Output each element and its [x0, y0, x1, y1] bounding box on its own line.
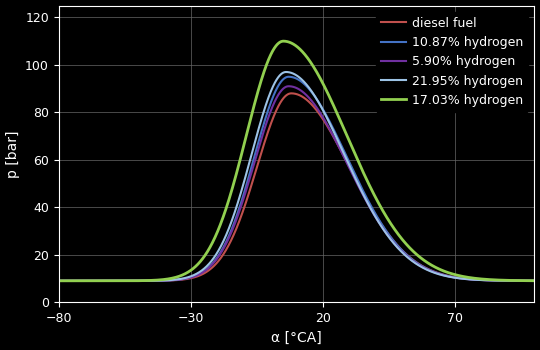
17.03% hydrogen: [80, 279, 86, 283]
21.95% hydrogen: [283, 70, 289, 74]
5.90% hydrogen: [531, 279, 538, 283]
5.90% hydrogen: [285, 84, 292, 88]
10.87% hydrogen: [56, 279, 62, 283]
Line: 21.95% hydrogen: 21.95% hydrogen: [59, 72, 535, 281]
10.87% hydrogen: [80, 279, 86, 283]
10.87% hydrogen: [285, 75, 292, 79]
21.95% hydrogen: [430, 270, 437, 274]
Line: 10.87% hydrogen: 10.87% hydrogen: [59, 77, 535, 281]
21.95% hydrogen: [531, 279, 538, 283]
5.90% hydrogen: [518, 279, 524, 283]
10.87% hydrogen: [274, 85, 281, 90]
10.87% hydrogen: [517, 279, 524, 283]
Line: diesel fuel: diesel fuel: [59, 93, 535, 281]
17.03% hydrogen: [518, 279, 524, 283]
10.87% hydrogen: [518, 279, 524, 283]
21.95% hydrogen: [287, 70, 294, 75]
diesel fuel: [517, 279, 524, 283]
10.87% hydrogen: [531, 279, 538, 283]
5.90% hydrogen: [274, 94, 281, 98]
X-axis label: α [°CA]: α [°CA]: [271, 330, 322, 344]
diesel fuel: [288, 91, 294, 96]
17.03% hydrogen: [274, 42, 281, 46]
diesel fuel: [80, 279, 86, 283]
diesel fuel: [274, 106, 281, 110]
diesel fuel: [531, 279, 538, 283]
Line: 5.90% hydrogen: 5.90% hydrogen: [59, 86, 535, 281]
Line: 17.03% hydrogen: 17.03% hydrogen: [59, 41, 535, 281]
diesel fuel: [56, 279, 62, 283]
5.90% hydrogen: [287, 84, 294, 89]
21.95% hydrogen: [80, 279, 86, 283]
diesel fuel: [287, 91, 293, 96]
5.90% hydrogen: [56, 279, 62, 283]
Legend: diesel fuel, 10.87% hydrogen, 5.90% hydrogen, 21.95% hydrogen, 17.03% hydrogen: diesel fuel, 10.87% hydrogen, 5.90% hydr…: [376, 12, 528, 112]
21.95% hydrogen: [518, 279, 524, 283]
17.03% hydrogen: [280, 39, 287, 43]
10.87% hydrogen: [430, 270, 437, 274]
5.90% hydrogen: [517, 279, 524, 283]
17.03% hydrogen: [430, 264, 437, 268]
17.03% hydrogen: [287, 41, 294, 45]
21.95% hydrogen: [274, 76, 281, 80]
Y-axis label: p [bar]: p [bar]: [5, 130, 19, 177]
21.95% hydrogen: [517, 279, 524, 283]
diesel fuel: [518, 279, 524, 283]
diesel fuel: [430, 269, 437, 273]
5.90% hydrogen: [80, 279, 86, 283]
10.87% hydrogen: [287, 75, 294, 79]
5.90% hydrogen: [430, 270, 437, 274]
17.03% hydrogen: [517, 279, 524, 283]
17.03% hydrogen: [56, 279, 62, 283]
21.95% hydrogen: [56, 279, 62, 283]
17.03% hydrogen: [531, 279, 538, 283]
